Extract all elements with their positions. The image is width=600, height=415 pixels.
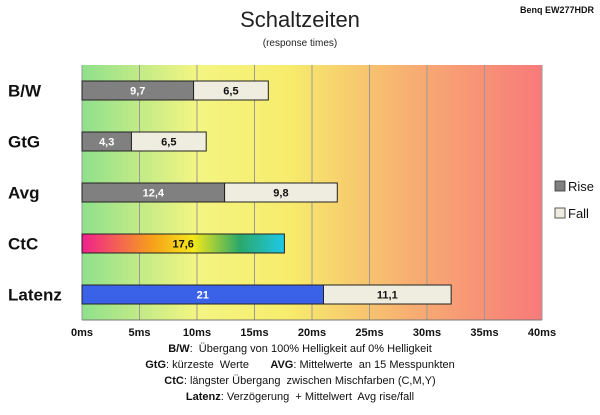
x-tick-label: 40ms (528, 327, 556, 339)
footnote-term: CtC (164, 375, 184, 387)
bar-fall-avg (224, 182, 338, 203)
data-label: 12,4 (143, 188, 165, 200)
footnote-text: : kürzeste Werte (166, 359, 270, 371)
legend: Rise Fall (554, 179, 594, 221)
category-label: CtC (8, 235, 38, 254)
data-label: 21 (197, 290, 209, 302)
data-label: 9,8 (273, 188, 288, 200)
bar-fall-bw (193, 80, 269, 101)
x-tick-label: 10ms (183, 327, 211, 339)
data-label: 6,5 (223, 86, 238, 98)
monitor-model-label: Benq EW277HDR (520, 5, 595, 15)
footnote-text: : längster Übergang zwischen Mischfarben… (184, 375, 436, 387)
footnote-term: GtG (145, 359, 166, 371)
footnote-text: : Mittelwerte an 15 Messpunkten (293, 359, 454, 371)
legend-label-rise: Rise (568, 179, 594, 194)
footnote-line: GtG: kürzeste Werte AVG: Mittelwerte an … (145, 359, 455, 371)
bars: 9,7 6,5 4,3 6,5 12,4 9,8 17,6 21 11,1 (81, 80, 452, 305)
footnote-line: Latenz: Verzögerung + Mittelwert Avg ris… (186, 391, 414, 403)
category-label: GtG (8, 133, 40, 152)
legend-swatch-rise (554, 180, 566, 192)
footnote-term: AVG (270, 359, 293, 371)
legend-label-fall: Fall (568, 206, 589, 221)
bar-ctc-total (81, 233, 285, 254)
category-label: Latenz (8, 286, 62, 305)
x-tick-label: 20ms (298, 327, 326, 339)
data-label: 9,7 (130, 86, 145, 98)
data-label: 17,6 (172, 239, 193, 251)
chart-subtitle: (response times) (263, 38, 337, 49)
chart-title: Schaltzeiten (240, 7, 360, 32)
footnotes: B/W: Übergang von 100% Helligkeit auf 0%… (145, 343, 455, 403)
legend-swatch-fall (554, 207, 566, 219)
footnote-text: : Verzögerung + Mittelwert Avg rise/fall (221, 391, 414, 403)
footnote-term: Latenz (186, 391, 221, 403)
bar-fall-latenz (323, 284, 452, 305)
category-label: Avg (8, 184, 40, 203)
x-tick-label: 0ms (71, 327, 93, 339)
footnote-text: : Übergang von 100% Helligkeit auf 0% He… (190, 343, 432, 355)
bar-fall-gtg (130, 131, 207, 152)
footnote-term: B/W (168, 343, 190, 355)
x-tick-label: 25ms (355, 327, 383, 339)
category-labels: B/W GtG Avg CtC Latenz (8, 82, 62, 305)
footnote-line: CtC: längster Übergang zwischen Mischfar… (164, 375, 435, 387)
x-tick-label: 15ms (240, 327, 268, 339)
category-label: B/W (8, 82, 42, 101)
x-tick-label: 30ms (413, 327, 441, 339)
x-axis-ticks: 0ms 5ms 10ms 15ms 20ms 25ms 30ms 35ms 40ms (71, 327, 556, 339)
data-label: 11,1 (377, 290, 398, 302)
x-tick-label: 5ms (128, 327, 150, 339)
data-label: 4,3 (99, 137, 114, 149)
x-tick-label: 35ms (470, 327, 498, 339)
footnote-line: B/W: Übergang von 100% Helligkeit auf 0%… (168, 343, 432, 355)
data-label: 6,5 (161, 137, 176, 149)
